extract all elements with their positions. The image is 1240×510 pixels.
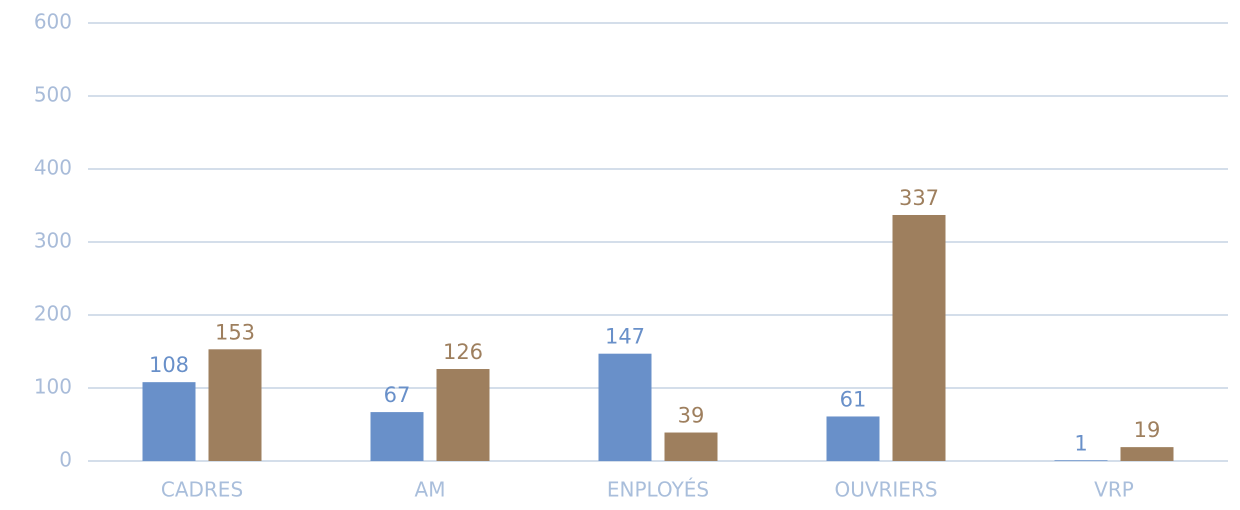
- bar: [208, 349, 262, 461]
- value-label: 337: [899, 186, 939, 210]
- y-tick-label: 200: [34, 302, 72, 326]
- y-tick-label: 400: [34, 156, 72, 180]
- x-tick-label: AM: [415, 478, 446, 502]
- bar: [142, 382, 196, 461]
- y-tick-label: 300: [34, 229, 72, 253]
- bar: [436, 369, 490, 461]
- x-tick-label: VRP: [1094, 478, 1134, 502]
- y-tick-label: 600: [34, 10, 72, 34]
- value-label: 108: [149, 353, 189, 377]
- x-tick-label: OUVRIERS: [834, 478, 937, 502]
- value-label: 61: [840, 387, 867, 411]
- x-tick-label: ENPLOYÉS: [607, 478, 709, 502]
- bar: [370, 412, 424, 461]
- bar: [598, 353, 652, 461]
- y-tick-label: 0: [59, 448, 72, 472]
- bar: [1120, 447, 1174, 461]
- value-label: 67: [384, 383, 411, 407]
- value-label: 147: [605, 325, 645, 349]
- y-tick-label: 500: [34, 83, 72, 107]
- value-label: 19: [1134, 418, 1161, 442]
- value-label: 153: [215, 320, 255, 344]
- y-tick-label: 100: [34, 375, 72, 399]
- bar: [664, 432, 718, 461]
- bar: [826, 416, 880, 461]
- x-tick-label: CADRES: [161, 478, 243, 502]
- value-label: 126: [443, 340, 483, 364]
- bar: [892, 214, 946, 461]
- bar: [1054, 460, 1108, 461]
- value-label: 1: [1074, 431, 1087, 455]
- value-label: 39: [678, 404, 705, 428]
